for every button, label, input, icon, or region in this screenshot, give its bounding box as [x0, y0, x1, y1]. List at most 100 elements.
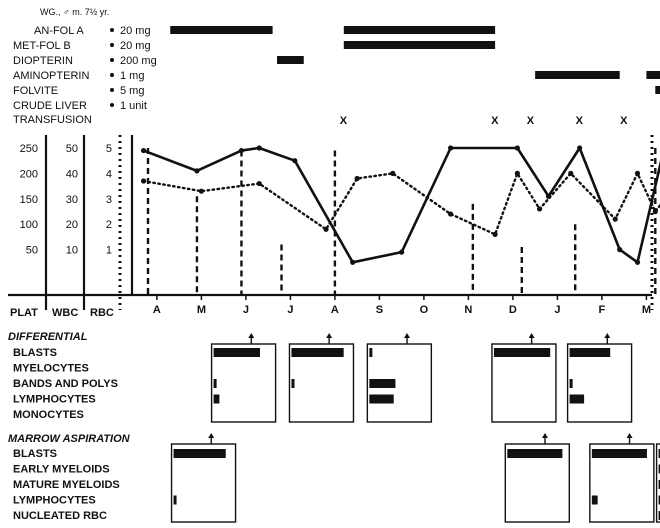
tick-label-rbc: 4: [106, 168, 112, 180]
drug-course-bar: [170, 26, 273, 34]
panel-bar: [213, 394, 220, 404]
tick-label-plat: 250: [20, 143, 38, 155]
wbc-point: [612, 216, 618, 222]
wbc-point: [652, 208, 658, 215]
rbc-point: [256, 145, 262, 151]
drug-name: FOLVITE: [13, 85, 58, 97]
tick-label-wbc: 20: [66, 219, 78, 231]
panel-arrow: [326, 333, 333, 338]
panel-bar: [569, 379, 573, 388]
row-label: MONOCYTES: [13, 409, 84, 421]
panel: [170, 433, 237, 523]
row-label: NUCLEATED RBC: [13, 510, 107, 522]
panel: [589, 433, 655, 523]
tick-label-rbc: 1: [106, 245, 112, 257]
wbc-point: [514, 170, 520, 176]
rbc-point: [292, 158, 298, 164]
panel: [491, 333, 557, 423]
panel: [288, 333, 355, 423]
wbc-point: [448, 211, 454, 217]
axis-tick-labels: 250 200 150 100 50 50 40 30 20 10 5 4 3 2 1: [20, 143, 112, 257]
drug-course-bar: [343, 26, 496, 34]
wbc-point: [537, 206, 543, 212]
month-label: O: [420, 304, 429, 316]
drug-bullet: [110, 28, 114, 32]
wbc-point: [140, 178, 147, 184]
marrow-row-labels: BLASTS EARLY MYELOIDS MATURE MYELOIDS LYMPH…: [13, 448, 120, 522]
rbc-point: [514, 145, 520, 151]
panel-arrow: [626, 433, 633, 438]
panel-bar: [658, 495, 660, 505]
drug-course-bar: [646, 71, 660, 79]
drug-dose: 20 mg: [120, 25, 151, 37]
drug-bullet: [110, 58, 114, 62]
panel-arrow: [404, 333, 411, 338]
drug-bullet: [110, 43, 114, 47]
wbc-point: [568, 170, 574, 176]
drug-dose: 200 mg: [120, 55, 157, 67]
panel-arrow: [528, 333, 535, 338]
tick-label-plat: 150: [20, 194, 38, 206]
panel-arrow: [248, 333, 255, 338]
drug-name: AMINOPTERIN: [13, 70, 89, 82]
panel: [566, 333, 633, 423]
transfusion-mark: X: [620, 115, 628, 127]
drug-dose: 5 mg: [120, 85, 144, 97]
month-label: J: [287, 304, 293, 316]
rbc-point: [617, 247, 623, 253]
transfusion-row: TRANSFUSIONXXXXXX: [13, 114, 628, 127]
tick-label-plat: 50: [26, 245, 38, 257]
marrow-panels: [170, 433, 660, 523]
panel: [366, 333, 433, 423]
panel-bar: [369, 348, 373, 357]
transfusion-mark: X: [491, 115, 499, 127]
blood-count-series: [140, 145, 660, 265]
wbc-point: [354, 175, 360, 182]
rbc-point: [634, 259, 641, 265]
chart-axes: [8, 135, 654, 310]
plat-axis-title: PLAT: [10, 307, 38, 319]
row-label: MYELOCYTES: [13, 363, 89, 375]
drug-dose: 20 mg: [120, 40, 151, 52]
panel-bar: [173, 495, 177, 505]
platelet-series: [146, 148, 657, 295]
transfusion-mark: X: [527, 115, 535, 127]
drug-name: DIOPTERIN: [13, 55, 73, 67]
panel-bar: [369, 379, 396, 388]
rbc-line: [142, 146, 660, 264]
month-label: M: [642, 304, 651, 316]
wbc-point: [492, 231, 498, 237]
drug-bullet: [110, 103, 114, 107]
row-label: EARLY MYELOIDS: [13, 464, 110, 476]
row-label: BANDS AND POLYS: [13, 378, 118, 390]
wbc-line: [142, 172, 660, 236]
drug-course-bar: [343, 41, 496, 49]
panel: [210, 333, 277, 423]
drug-bullet: [110, 88, 114, 92]
rbc-point: [194, 168, 200, 174]
drug-course-bar: [655, 86, 660, 94]
month-label: M: [197, 304, 206, 316]
panel-bar: [291, 348, 344, 357]
tick-label-rbc: 2: [106, 219, 112, 231]
row-label: LYMPHOCYTES: [13, 495, 96, 507]
tick-label-rbc: 3: [106, 194, 112, 206]
panel-bar: [369, 394, 394, 404]
panel-bar: [569, 348, 611, 357]
drug-dose: 1 mg: [120, 70, 144, 82]
month-label: A: [153, 304, 161, 316]
panel-bar: [658, 511, 660, 520]
wbc-point: [634, 170, 641, 176]
tick-label-wbc: 40: [66, 168, 78, 180]
rbc-axis-title: RBC: [90, 307, 114, 319]
panel: [504, 433, 570, 523]
wbc-point: [323, 226, 329, 232]
transfusion-mark: X: [340, 115, 348, 127]
panel-arrow: [604, 333, 611, 338]
month-label: F: [599, 304, 606, 316]
rbc-point: [399, 249, 405, 255]
wbc-point: [256, 180, 262, 187]
panel-arrow: [541, 433, 548, 438]
rbc-point: [238, 147, 245, 154]
panel-bar: [591, 449, 647, 458]
